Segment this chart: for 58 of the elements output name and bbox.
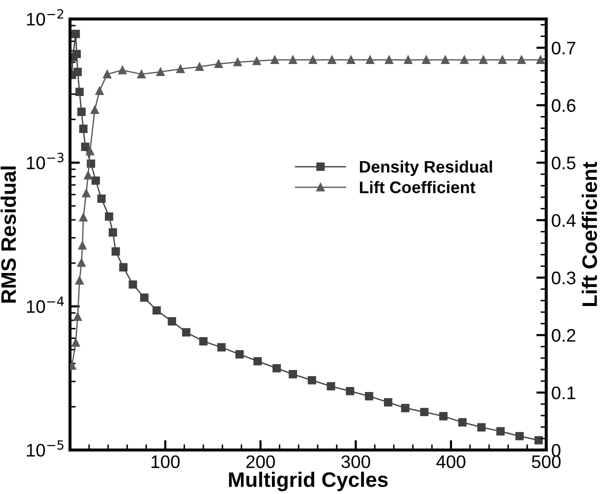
x-tick-label: 200 bbox=[246, 455, 275, 468]
point bbox=[235, 350, 244, 358]
y-axis-title: RMS Residual bbox=[0, 166, 16, 303]
point bbox=[73, 68, 82, 76]
point bbox=[458, 418, 467, 426]
y-tick-label: 10$^{−5}$ bbox=[26, 440, 64, 457]
point bbox=[326, 382, 336, 390]
point bbox=[182, 328, 190, 336]
point bbox=[253, 357, 262, 366]
y2-tick-label: 0.3 bbox=[552, 272, 576, 284]
point bbox=[168, 317, 176, 326]
point bbox=[104, 212, 114, 221]
point bbox=[75, 88, 84, 96]
point bbox=[534, 436, 543, 444]
point bbox=[217, 343, 226, 352]
point bbox=[288, 370, 298, 378]
point bbox=[384, 398, 392, 406]
y2-tick-label: 0.7 bbox=[552, 42, 576, 54]
point bbox=[308, 376, 316, 384]
point bbox=[140, 293, 148, 302]
y2-tick-label: 0.5 bbox=[552, 156, 576, 170]
point bbox=[108, 228, 118, 237]
point bbox=[72, 50, 81, 58]
point bbox=[119, 263, 128, 272]
y2-axis-title: Lift Coefficient bbox=[582, 162, 598, 306]
y2-tick-label: 0.4 bbox=[552, 214, 576, 227]
x-tick-label: 400 bbox=[436, 455, 466, 468]
y-tick-label: 10$^{−2}$ bbox=[26, 9, 64, 26]
y-tick-label: 10$^{−3}$ bbox=[26, 152, 64, 170]
y-tick-label: 10$^{−4}$ bbox=[26, 296, 64, 313]
point bbox=[72, 30, 80, 38]
point bbox=[477, 423, 486, 432]
x-tick-label: 100 bbox=[152, 455, 180, 468]
point bbox=[81, 142, 90, 151]
point bbox=[92, 176, 100, 185]
point bbox=[79, 124, 88, 134]
point bbox=[152, 306, 161, 315]
y2-tick-label: 0.1 bbox=[552, 386, 576, 400]
x-tick-label: 300 bbox=[341, 455, 370, 468]
y2-tick-label: 0.6 bbox=[552, 99, 576, 112]
point bbox=[439, 412, 448, 420]
point bbox=[272, 364, 281, 372]
point bbox=[420, 408, 428, 416]
point bbox=[128, 280, 138, 289]
x-tick-label: 500 bbox=[532, 455, 561, 468]
point bbox=[97, 194, 106, 203]
point bbox=[496, 427, 505, 436]
point bbox=[364, 392, 374, 400]
legend-label: Density Residual bbox=[360, 160, 492, 176]
point bbox=[401, 404, 410, 412]
x-axis-title: Multigrid Cycles bbox=[229, 472, 388, 492]
point bbox=[112, 247, 120, 256]
legend-label: Lift Coefficient bbox=[360, 180, 476, 194]
point bbox=[199, 337, 208, 346]
point bbox=[515, 432, 524, 440]
point bbox=[77, 108, 86, 116]
point bbox=[346, 386, 354, 396]
y2-tick-label: 0.2 bbox=[552, 329, 576, 342]
